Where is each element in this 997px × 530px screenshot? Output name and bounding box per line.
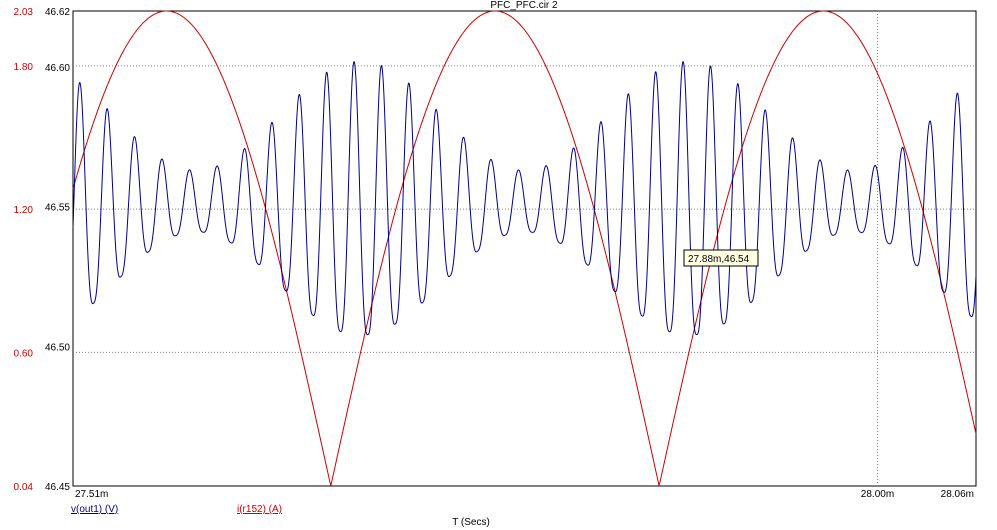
- x-tick-label: 27.51m: [75, 489, 108, 500]
- y-right-tick-label: 46.55: [45, 203, 70, 214]
- y-left-tick-label: 1.20: [14, 205, 34, 216]
- series-i-r152: [72, 10, 977, 488]
- grid-lines: [73, 11, 976, 486]
- y-left-tick-label: 0.04: [14, 482, 34, 493]
- legend-i-r152[interactable]: i(r152) (A): [237, 504, 282, 515]
- series-v-out1: [72, 60, 977, 336]
- y-right-tick-label: 46.45: [45, 482, 70, 493]
- cursor-tooltip: 27.88m,46.54: [683, 249, 759, 267]
- x-tick-label: 28.06m: [941, 489, 974, 500]
- x-axis-label: T (Secs): [452, 517, 490, 528]
- series-curves: [72, 10, 977, 488]
- y-left-tick-label: 2.03: [14, 7, 34, 18]
- y-left-tick-label: 0.60: [14, 348, 34, 359]
- chart-title: PFC_PFC.cir 2: [490, 0, 558, 11]
- legend-v-out1[interactable]: v(out1) (V): [71, 504, 118, 515]
- svg-text:27.88m,46.54: 27.88m,46.54: [688, 254, 750, 265]
- y-right-tick-label: 46.62: [45, 7, 70, 18]
- y-right-tick-label: 46.60: [45, 63, 70, 74]
- y-left-tick-label: 1.80: [14, 62, 34, 73]
- plot-frame: [72, 10, 977, 487]
- tick-labels: 2.03 1.80 1.20 0.60 0.04 46.62 46.60 46.55 46.50…: [14, 7, 974, 500]
- y-right-tick-label: 46.50: [45, 342, 70, 353]
- x-tick-label: 28.00m: [861, 489, 894, 500]
